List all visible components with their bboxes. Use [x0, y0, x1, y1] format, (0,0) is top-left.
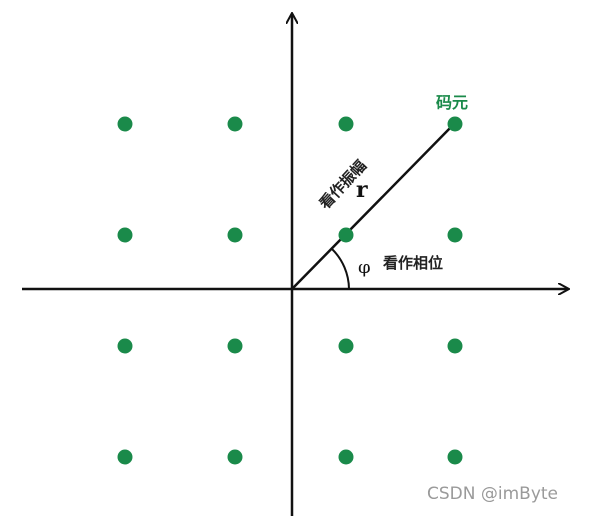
constellation-point [338, 227, 354, 243]
constellation-point [338, 338, 354, 354]
constellation-point [447, 338, 463, 354]
constellation-point [447, 116, 463, 132]
constellation-point [227, 449, 243, 465]
radius-label: r [356, 177, 368, 203]
constellation-point [117, 338, 133, 354]
constellation-point [227, 338, 243, 354]
constellation-point [117, 227, 133, 243]
constellation-point [227, 227, 243, 243]
phase-symbol: φ [358, 257, 371, 278]
radius-vector [291, 123, 455, 290]
constellation-point [117, 116, 133, 132]
symbol-label: 码元 [436, 93, 468, 112]
phase-arc [331, 248, 350, 290]
constellation-point [227, 116, 243, 132]
constellation-point [447, 227, 463, 243]
watermark: CSDN @imByte [427, 484, 558, 504]
constellation-point [338, 449, 354, 465]
constellation-points [117, 116, 463, 465]
constellation-point [447, 449, 463, 465]
constellation-point [338, 116, 354, 132]
phase-label: 看作相位 [383, 254, 443, 272]
constellation-point [117, 449, 133, 465]
